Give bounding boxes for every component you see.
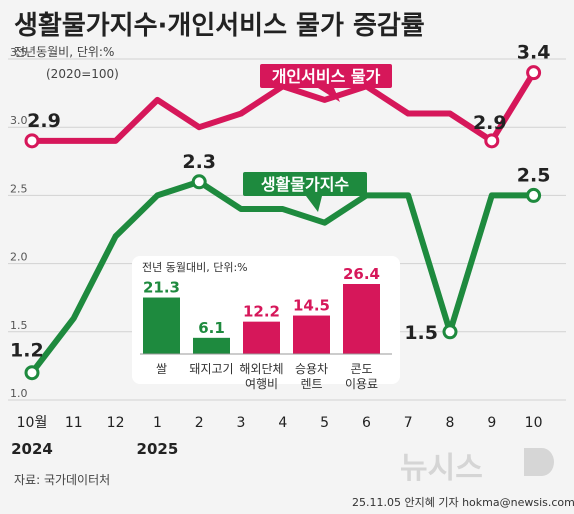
living-callout-box [243,172,367,196]
x-tick-label: 4 [278,415,287,431]
y-tick-label: 3.5 [10,46,28,59]
inset-bar [143,297,180,354]
y-tick-label: 2.5 [10,182,28,195]
year-label: 2025 [137,440,179,458]
base-note: (2020=100) [46,67,119,81]
x-tick-label: 7 [404,415,413,431]
x-axis-ticks: 10월 11 12 1 2 3 4 5 6 7 8 9 10 [17,415,543,431]
data-point-marker [484,133,500,149]
credit-line: 25.11.05 안지혜 기자 hokma@newsis.com [352,496,574,509]
x-tick-label: 3 [237,415,246,431]
data-label: 2.9 [27,110,61,132]
source-note: 자료: 국가데이터처 [14,473,110,487]
inset-category-label: 쌀 [156,362,167,376]
y-axis-ticks: 1.0 1.5 2.0 2.5 3.0 3.5 [10,46,28,400]
inset-category-label: 해외단체 [239,362,283,376]
x-tick-label: 11 [65,415,83,431]
x-tick-label: 5 [320,415,329,431]
service-callout-pointer [318,88,340,102]
x-tick-label: 9 [487,415,496,431]
logo-text: 뉴시스 [400,451,483,486]
living-callout-pointer [306,196,322,212]
service-series-name: 개인서비스 물가 [272,67,381,86]
inset-bar [193,337,230,354]
chart-title: 생활물가지수·개인서비스 물가 증감률 [14,11,425,41]
data-point-marker [24,133,40,149]
inset-category-label: 돼지고기 [189,362,233,376]
x-tick-label: 6 [362,415,371,431]
logo-mark [524,448,554,476]
data-point-marker [526,65,542,81]
data-point-marker [442,324,458,340]
x-tick-label: 2 [195,415,204,431]
inset-category-label: 렌트 [300,377,322,391]
inset-value-label: 26.4 [343,265,380,283]
living-series-name: 생활물가지수 [261,175,350,194]
living-series-callout: 생활물가지수 [243,172,367,212]
inset-category-label: 이용료 [345,377,378,391]
newsis-logo: 뉴시스 [400,448,554,486]
service-callout-box [260,64,392,88]
data-point-marker [24,365,40,381]
data-label: 2.5 [517,164,551,186]
y-tick-label: 1.0 [10,387,28,400]
y-tick-label: 2.0 [10,251,28,264]
x-tick-label: 10월 [17,415,48,431]
inset-value-label: 21.3 [143,279,180,297]
inset-value-label: 12.2 [243,303,280,321]
inset-value-label: 14.5 [293,297,330,315]
inset-category-label: 콘도 [350,362,372,376]
x-tick-label: 10 [525,415,543,431]
year-label: 2024 [11,440,53,458]
data-label: 2.3 [182,151,216,173]
data-point-marker [191,174,207,190]
inset-bar [293,315,330,354]
data-label: 1.5 [404,322,438,344]
inset-title: 전년 동월대비, 단위:% [142,261,248,274]
inset-category-label: 여행비 [245,376,278,391]
inset-bar [343,284,380,354]
x-tick-label: 12 [107,415,125,431]
inset-category-label: 승용차 [295,362,328,376]
y-tick-label: 3.0 [10,114,28,127]
service-series-callout: 개인서비스 물가 [260,64,392,102]
x-tick-label: 1 [153,415,162,431]
series-markers: 2.9 2.9 3.4 1.2 2.3 1.5 2.5 [10,42,551,381]
data-label: 2.9 [473,112,507,134]
year-labels: 2024 2025 [11,440,178,458]
data-label: 3.4 [517,42,551,64]
data-point-marker [526,187,542,203]
chart-subtitle: 전년동월비, 단위:% [14,45,114,59]
inset-bar [243,321,280,354]
data-label: 1.2 [10,340,44,362]
y-tick-label: 1.5 [10,319,28,332]
x-tick-label: 8 [446,415,455,431]
inset-value-label: 6.1 [198,319,225,337]
